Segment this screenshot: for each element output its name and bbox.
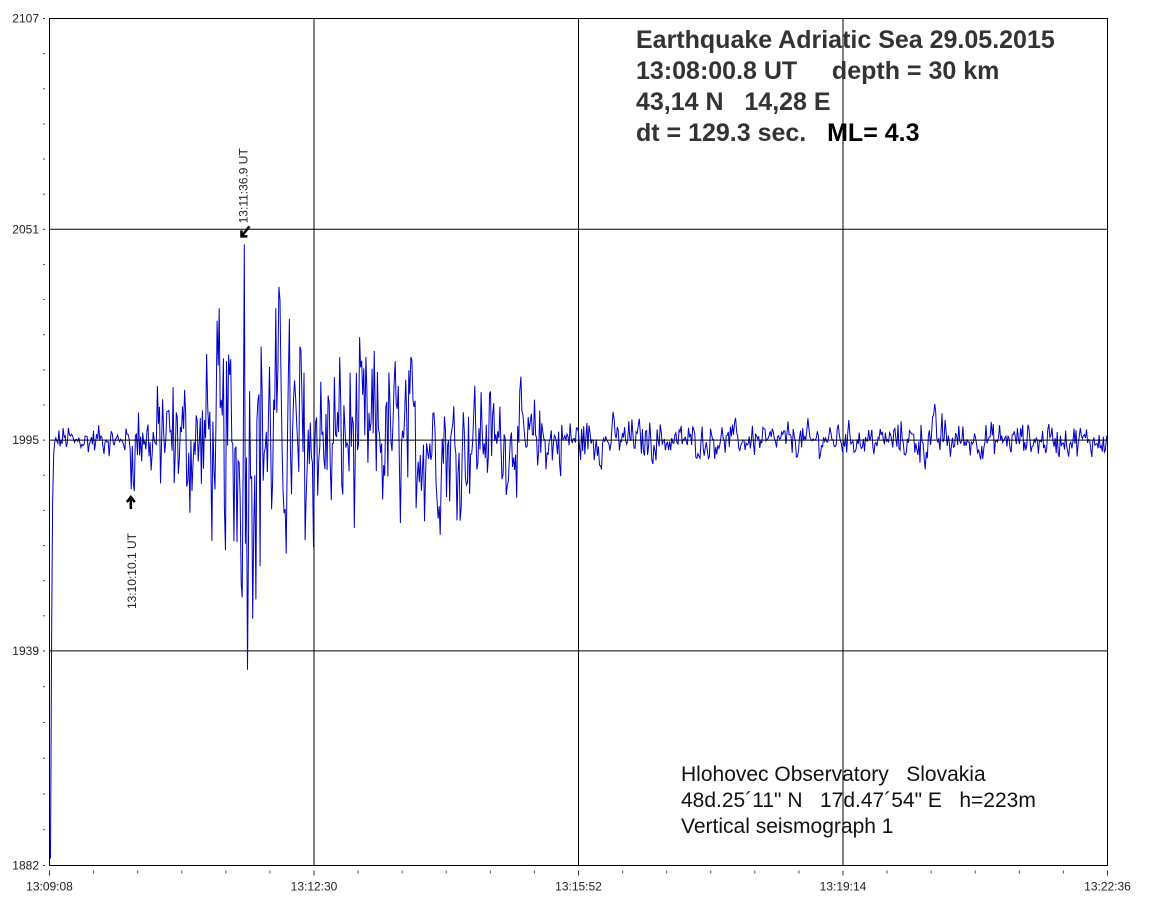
station-name: Hlohovec Observatory Slovakia <box>681 763 986 786</box>
axis-ticks: 13:09:08 13:12:30 13:15:52 13:19:14 13:22:36… <box>12 12 1131 894</box>
dt-value: dt = 129.3 sec. <box>636 119 807 147</box>
x-tick-label: 13:09:08 <box>26 880 73 894</box>
y-tick-label: 1995 <box>12 433 39 447</box>
s-arrival-label: 13:11:36.9 UT <box>236 148 250 224</box>
station-info: Hlohovec Observatory Slovakia 48d.25´11" … <box>681 762 1036 840</box>
y-tick-label: 2107 <box>12 12 39 26</box>
x-tick-label: 13:22:36 <box>1084 880 1131 894</box>
p-arrival-label: 13:10:10.1 UT <box>125 532 139 609</box>
x-tick-label: 13:12:30 <box>291 880 338 894</box>
y-tick-label: 1882 <box>12 859 39 873</box>
station-coordinates: 48d.25´11" N 17d.47´54" E h=223m <box>681 789 1036 812</box>
dt-magnitude-line: dt = 129.3 sec. ML= 4.3 <box>636 118 1055 149</box>
seismogram-trace <box>49 244 1108 859</box>
x-tick-label: 13:19:14 <box>820 880 867 894</box>
plot-frame <box>49 18 1108 866</box>
y-tick-label: 1939 <box>12 644 39 658</box>
y-tick-label: 2051 <box>12 222 39 236</box>
event-time-depth: 13:08:00.8 UT depth = 30 km <box>636 57 1000 85</box>
event-info: Earthquake Adriatic Sea 29.05.2015 13:08:… <box>636 25 1055 149</box>
arrival-annotations: 13:10:10.1 UT 13:11:36.9 UT <box>125 148 251 610</box>
down-arrow-icon <box>240 225 251 238</box>
chart-title: Earthquake Adriatic Sea 29.05.2015 <box>636 26 1055 54</box>
instrument: Vertical seismograph 1 <box>681 815 894 838</box>
x-tick-label: 13:15:52 <box>555 880 602 894</box>
event-coordinates: 43,14 N 14,28 E <box>636 88 831 116</box>
up-arrow-icon <box>125 495 136 510</box>
magnitude: ML= 4.3 <box>827 119 920 147</box>
